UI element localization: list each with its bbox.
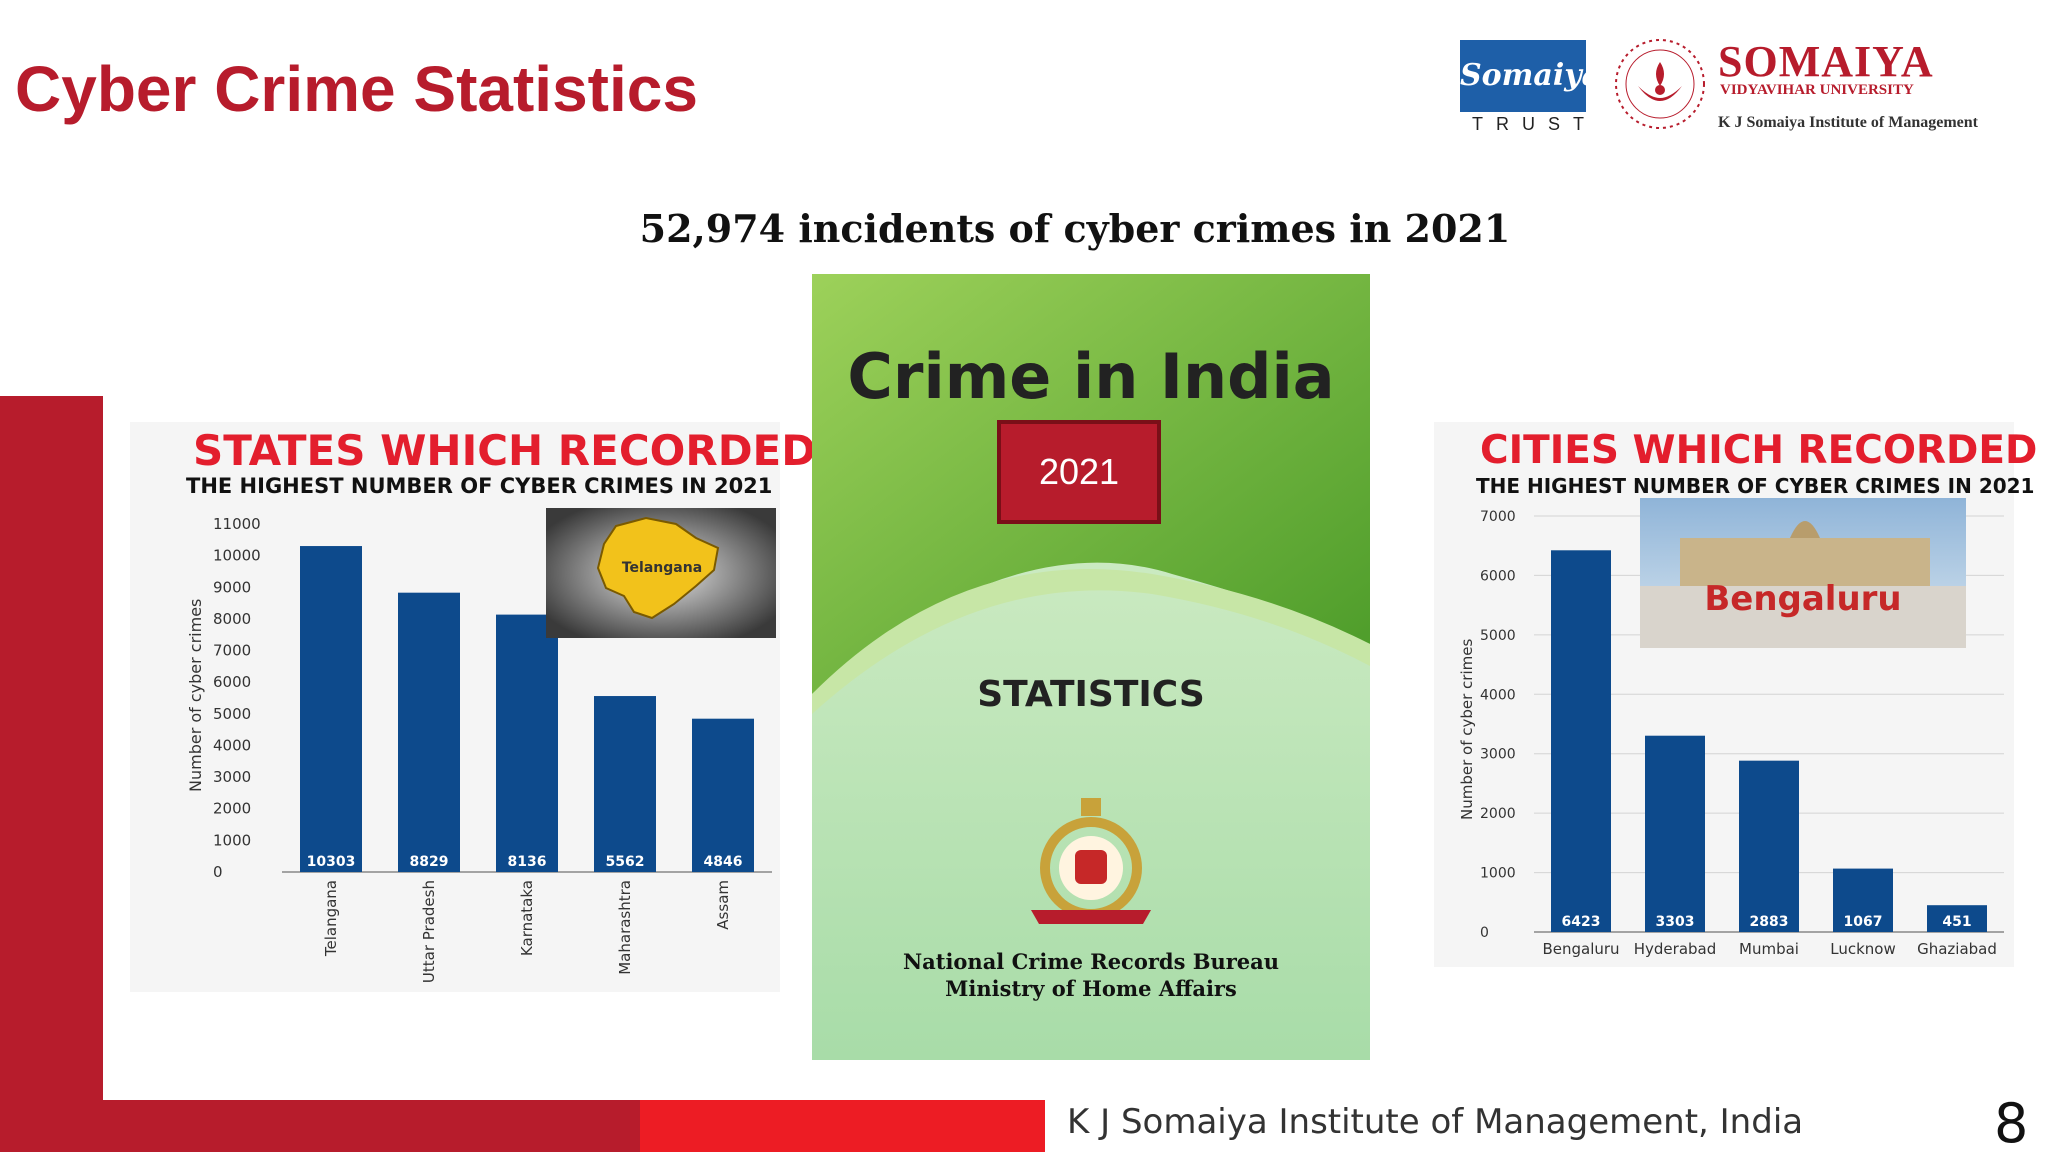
states-category-label: Telangana <box>322 880 340 957</box>
telangana-map-label: Telangana <box>622 560 702 576</box>
states-bar-value-label: 8829 <box>410 854 449 870</box>
states-chart-panel: STATES WHICH RECORDED THE HIGHEST NUMBER… <box>130 422 816 992</box>
cities-chart-subtitle: THE HIGHEST NUMBER OF CYBER CRIMES IN 20… <box>1476 474 2035 498</box>
bottom-accent-bar <box>0 1100 640 1152</box>
states-ytick-label: 4000 <box>213 736 251 754</box>
cities-ytick-label: 7000 <box>1480 509 1516 525</box>
states-bar-chart: 0 1000 2000 3000 4000 5000 6000 7000 8000 9000 100… <box>213 515 772 983</box>
cover-publisher: National Crime Records Bureau Ministry o… <box>812 948 1370 1002</box>
cities-ytick-label: 4000 <box>1480 687 1516 703</box>
university-emblem-icon <box>1615 39 1705 129</box>
states-bar <box>692 718 754 872</box>
states-category-label: Maharashtra <box>616 880 634 975</box>
states-bar-value-label: 5562 <box>606 854 645 870</box>
cities-category-label: Lucknow <box>1830 940 1896 958</box>
states-ytick-label: 9000 <box>213 578 251 596</box>
cities-category-label: Bengaluru <box>1542 940 1619 958</box>
cities-bar-chart: 0 1000 2000 3000 4000 5000 6000 7000 6423 Bengalu… <box>1480 509 2004 958</box>
cities-ytick-label: 3000 <box>1480 747 1516 763</box>
states-bar-value-label: 8136 <box>508 854 547 870</box>
states-ytick-label: 11000 <box>213 515 261 533</box>
cities-bar-value-label: 451 <box>1942 914 1971 930</box>
states-bar <box>398 592 460 872</box>
crime-in-india-cover: Crime in India 2021 STATISTICS National … <box>812 274 1370 1060</box>
states-category-label: Assam <box>714 880 732 930</box>
cities-bar <box>1927 905 1987 932</box>
university-name: SOMAIYA <box>1718 37 1934 86</box>
states-category-label: Karnataka <box>518 880 536 956</box>
states-ytick-label: 2000 <box>213 800 251 818</box>
states-bar <box>496 614 558 872</box>
cities-bar <box>1645 735 1705 932</box>
states-ytick-label: 5000 <box>213 705 251 723</box>
cities-bar <box>1833 868 1893 932</box>
cities-ytick-label: 6000 <box>1480 568 1516 584</box>
ncrb-emblem-icon <box>1031 798 1151 924</box>
trust-script: Somaiya <box>1460 40 1601 112</box>
states-ytick-label: 8000 <box>213 610 251 628</box>
university-subtitle: VIDYAVIHAR UNIVERSITY <box>1720 82 1914 98</box>
states-bar-value-label: 10303 <box>307 854 356 870</box>
slide-subtitle: 52,974 incidents of cyber crimes in 2021 <box>639 206 1511 251</box>
cover-year-badge: 2021 <box>997 420 1161 524</box>
cities-category-label: Ghaziabad <box>1917 940 1997 958</box>
cities-bar <box>1551 550 1611 932</box>
states-bar <box>594 696 656 872</box>
telangana-map-image: Telangana <box>546 508 776 638</box>
states-chart-subtitle: THE HIGHEST NUMBER OF CYBER CRIMES IN 20… <box>186 474 773 498</box>
states-ytick-label: 3000 <box>213 768 251 786</box>
states-ytick-label: 1000 <box>213 831 251 849</box>
states-ytick-label: 0 <box>213 863 223 881</box>
cover-bureau: National Crime Records Bureau <box>902 949 1280 974</box>
states-chart-title: STATES WHICH RECORDED <box>193 426 817 475</box>
states-ytick-label: 6000 <box>213 673 251 691</box>
cover-title: Crime in India <box>847 340 1335 413</box>
cities-chart-title: CITIES WHICH RECORDED <box>1480 428 2038 473</box>
cities-category-label: Mumbai <box>1739 940 1799 958</box>
cities-chart-panel: CITIES WHICH RECORDED THE HIGHEST NUMBER… <box>1434 422 2037 967</box>
left-accent-bar <box>0 396 103 1152</box>
cities-bar-value-label: 3303 <box>1656 914 1695 930</box>
cities-ytick-label: 0 <box>1480 925 1489 941</box>
cities-bar <box>1739 760 1799 932</box>
slide-title: Cyber Crime Statistics <box>15 53 698 125</box>
somaiya-trust-logo: Somaiya TRUST <box>1460 40 1601 134</box>
cities-bar-value-label: 1067 <box>1844 914 1883 930</box>
cities-ytick-label: 2000 <box>1480 806 1516 822</box>
states-bar-value-label: 4846 <box>704 854 743 870</box>
bengaluru-sign: Bengaluru <box>1704 579 1901 619</box>
states-category-label: Uttar Pradesh <box>420 880 438 983</box>
cover-ministry: Ministry of Home Affairs <box>945 976 1237 1001</box>
cities-bar-value-label: 6423 <box>1562 914 1601 930</box>
page-number: 8 <box>1994 1092 2029 1155</box>
cities-ytick-label: 1000 <box>1480 866 1516 882</box>
cities-bar-value-label: 2883 <box>1750 914 1789 930</box>
bengaluru-photo: Bengaluru <box>1640 498 1966 648</box>
cities-category-label: Hyderabad <box>1634 940 1717 958</box>
cover-statistics-label: STATISTICS <box>977 674 1205 715</box>
bottom-accent-bar-bright <box>640 1100 1045 1152</box>
trust-text: TRUST <box>1472 114 1597 134</box>
states-ytick-label: 10000 <box>213 547 261 565</box>
states-bar <box>300 546 362 872</box>
footer-institute: K J Somaiya Institute of Management, Ind… <box>1067 1102 1804 1142</box>
states-ytick-label: 7000 <box>213 642 251 660</box>
institute-name: K J Somaiya Institute of Management <box>1718 114 1978 131</box>
cities-ytick-label: 5000 <box>1480 628 1516 644</box>
